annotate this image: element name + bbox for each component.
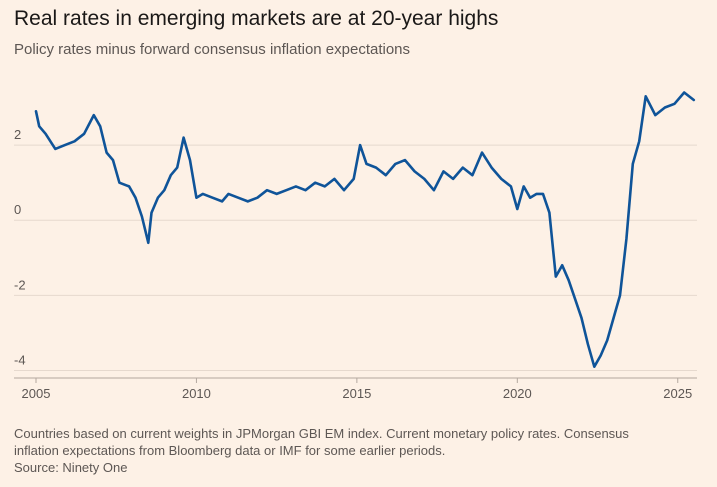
series-layer: [34, 91, 696, 368]
x-tick-label: 2005: [22, 386, 51, 401]
series-line: [34, 91, 696, 368]
x-tick-label: 2015: [342, 386, 371, 401]
y-axis-ticks: 2 0 -2 -4: [14, 127, 26, 367]
x-tick-label: 2025: [663, 386, 692, 401]
y-tick-label: -4: [14, 352, 26, 367]
footer-note-line-1: Countries based on current weights in JP…: [14, 426, 629, 441]
footer-source: Source: Ninety One: [14, 460, 128, 475]
y-tick-label: -2: [14, 277, 26, 292]
chart-subtitle: Policy rates minus forward consensus inf…: [14, 41, 411, 58]
y-tick-label: 0: [14, 202, 21, 217]
y-tick-label: 2: [14, 127, 21, 142]
grid-lines: [14, 144, 697, 379]
chart-footer: Countries based on current weights in JP…: [14, 425, 704, 476]
x-axis-ticks: 2005 2010 2015 2020 2025: [22, 378, 692, 401]
x-tick-label: 2010: [182, 386, 211, 401]
x-tick-label: 2020: [503, 386, 532, 401]
chart-title: Real rates in emerging markets are at 20…: [14, 7, 499, 30]
footer-note-line-2: inflation expectations from Bloomberg da…: [14, 443, 446, 458]
